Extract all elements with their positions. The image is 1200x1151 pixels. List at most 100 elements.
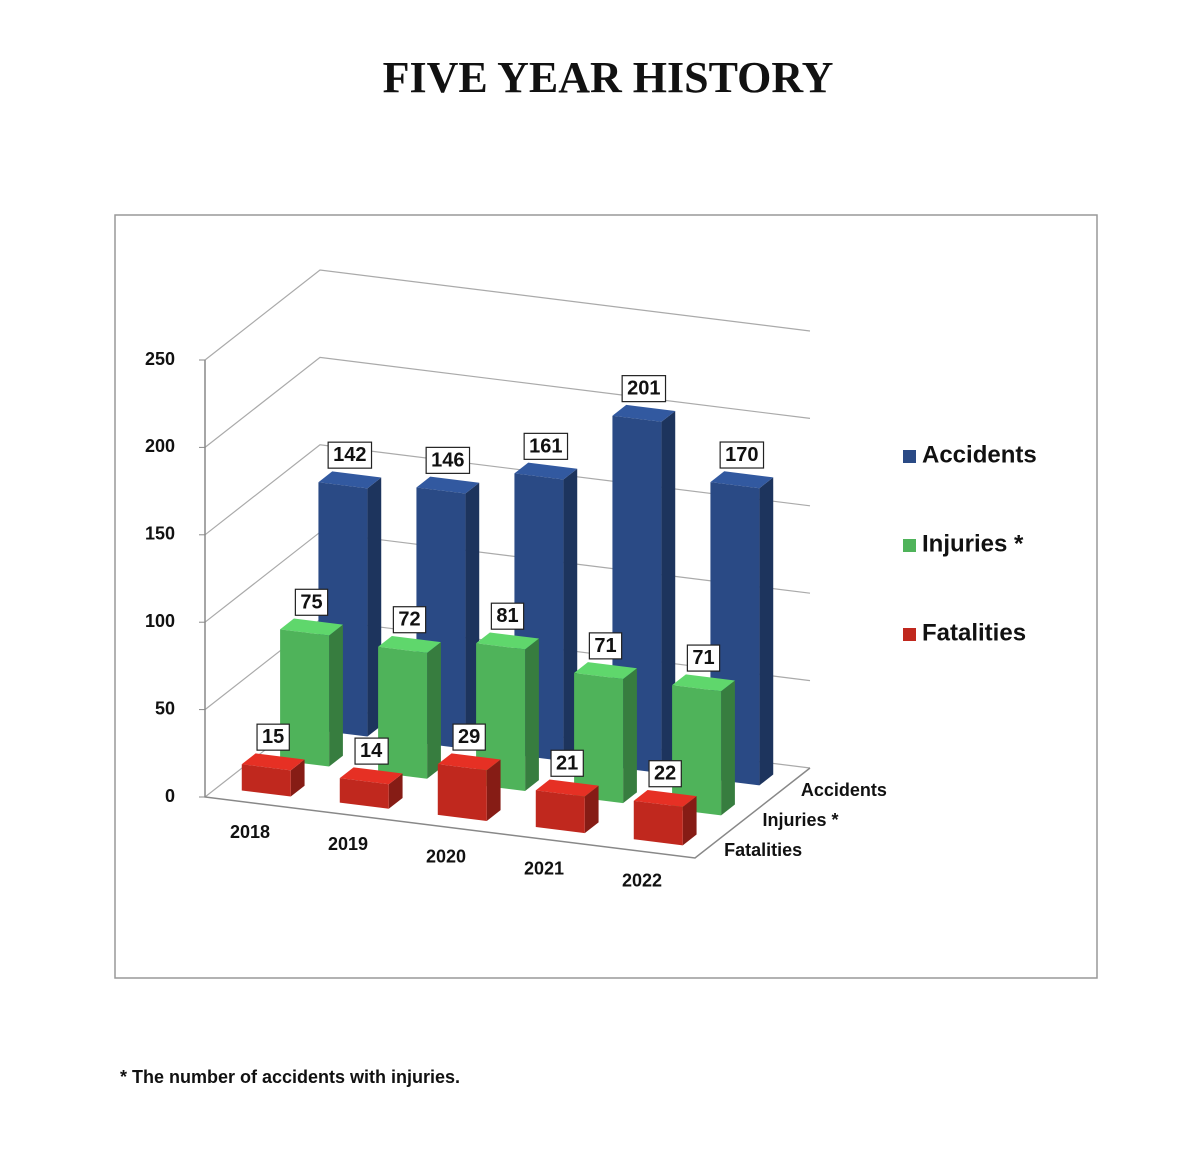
- bar-front: [476, 643, 526, 791]
- bar: [280, 618, 343, 767]
- bar-side: [661, 411, 676, 774]
- bar-top: [535, 779, 599, 797]
- value-label-box: [648, 760, 682, 788]
- x-tick-label: 2022: [622, 871, 662, 891]
- bar: [633, 789, 697, 846]
- bar-front: [280, 629, 330, 767]
- value-label-box: [523, 432, 569, 460]
- bar-front: [241, 764, 291, 797]
- bar-top: [280, 618, 343, 636]
- x-tick-label: 2019: [328, 834, 368, 854]
- bar-front: [535, 790, 585, 834]
- footnote: * The number of accidents with injuries.: [120, 1067, 460, 1087]
- bar-top: [612, 404, 676, 422]
- bar-side: [759, 477, 774, 786]
- bar-top: [476, 632, 539, 650]
- bar-top: [437, 753, 501, 771]
- bar-side: [486, 759, 501, 821]
- value-label-box: [550, 749, 584, 777]
- chart-frame: [114, 214, 1098, 979]
- bar: [241, 753, 305, 797]
- bar-front: [633, 800, 683, 846]
- bar-top: [633, 789, 697, 807]
- value-label-box: [327, 441, 373, 469]
- value-label: 81: [496, 605, 518, 627]
- bar-top: [241, 753, 305, 771]
- x-tick-label: 2020: [426, 846, 466, 866]
- bar-top: [710, 471, 774, 489]
- bar-side: [427, 642, 441, 779]
- bar-side: [367, 477, 382, 737]
- value-label: 22: [654, 763, 676, 785]
- x-tick-label: 2018: [230, 822, 270, 842]
- bar: [339, 767, 403, 809]
- value-label: 142: [333, 444, 366, 466]
- value-label: 72: [398, 609, 420, 631]
- depth-label: Accidents: [801, 780, 887, 800]
- y-tick-label: 50: [155, 698, 175, 718]
- y-tick-label: 200: [145, 436, 175, 456]
- legend-swatch: [903, 628, 916, 641]
- value-label: 170: [725, 444, 758, 466]
- value-label: 15: [262, 726, 284, 748]
- legend-label: Injuries *: [922, 530, 1024, 557]
- y-tick-label: 0: [165, 786, 175, 806]
- bar-top: [318, 471, 382, 489]
- bar-side: [290, 759, 305, 797]
- value-label-box: [256, 723, 290, 751]
- bar: [535, 779, 599, 834]
- value-label-box: [719, 441, 765, 469]
- value-label: 146: [431, 449, 464, 471]
- value-label-box: [621, 375, 667, 403]
- bar: [437, 753, 501, 821]
- bar: [574, 662, 637, 804]
- legend-label: Fatalities: [922, 619, 1026, 646]
- bar-front: [378, 646, 428, 779]
- value-label-box: [686, 644, 721, 672]
- bar-front: [672, 685, 722, 816]
- bar-side: [465, 482, 480, 749]
- grid-line: [204, 269, 811, 361]
- value-label-box: [354, 737, 389, 765]
- value-label-box: [392, 606, 427, 634]
- depth-label: Fatalities: [724, 840, 802, 860]
- bar-side: [682, 796, 697, 846]
- chart-title: FIVE YEAR HISTORY: [383, 53, 834, 102]
- axis-line: [204, 360, 811, 859]
- value-label-box: [490, 602, 525, 630]
- x-tick-label: 2021: [524, 858, 564, 878]
- bar-top: [574, 662, 637, 680]
- y-tick-label: 250: [145, 349, 175, 369]
- bar-side: [623, 668, 637, 804]
- value-label: 71: [594, 635, 616, 657]
- legend-label: Accidents: [922, 441, 1037, 468]
- y-tick-label: 100: [145, 611, 175, 631]
- bar: [672, 674, 735, 816]
- value-label: 75: [300, 591, 322, 613]
- bar-side: [721, 680, 735, 816]
- value-label-box: [425, 446, 471, 474]
- bar-front: [574, 672, 624, 804]
- value-label: 21: [556, 752, 578, 774]
- bar-side: [329, 624, 343, 767]
- bar-top: [672, 674, 735, 692]
- bar-top: [416, 476, 480, 494]
- bar-top: [339, 767, 403, 785]
- value-label: 14: [360, 740, 383, 762]
- value-label: 29: [458, 726, 480, 748]
- depth-label: Injuries *: [763, 810, 839, 830]
- bar-side: [563, 468, 578, 761]
- bar-top: [514, 462, 578, 480]
- bar-side: [525, 638, 539, 791]
- value-label: 161: [529, 435, 562, 457]
- value-label-box: [294, 588, 329, 616]
- bar: [378, 635, 441, 779]
- value-label-box: [452, 723, 486, 751]
- y-tick-label: 150: [145, 524, 175, 544]
- legend-swatch: [903, 450, 916, 463]
- value-label: 71: [692, 647, 714, 669]
- legend-swatch: [903, 539, 916, 552]
- bar-side: [388, 773, 403, 809]
- bar-front: [437, 764, 487, 821]
